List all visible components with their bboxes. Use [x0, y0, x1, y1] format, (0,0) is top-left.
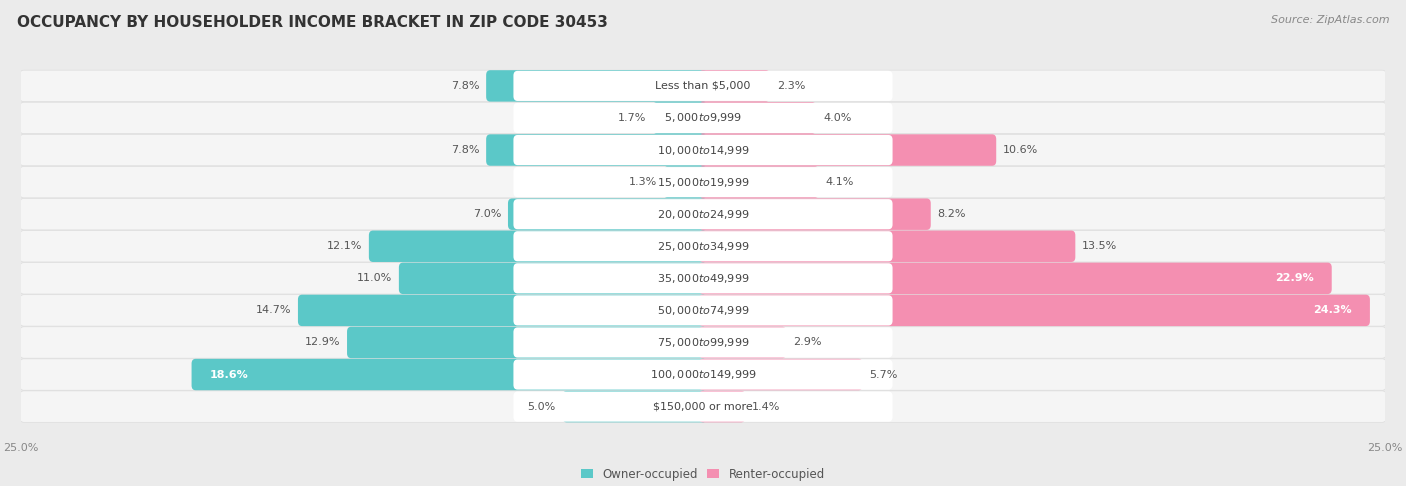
- FancyBboxPatch shape: [20, 102, 1386, 134]
- Text: 2.3%: 2.3%: [776, 81, 806, 91]
- FancyBboxPatch shape: [699, 198, 931, 230]
- FancyBboxPatch shape: [20, 262, 1386, 294]
- Text: Less than $5,000: Less than $5,000: [655, 81, 751, 91]
- Text: 2.9%: 2.9%: [793, 337, 821, 347]
- FancyBboxPatch shape: [652, 102, 707, 134]
- FancyBboxPatch shape: [699, 134, 997, 166]
- FancyBboxPatch shape: [191, 359, 707, 390]
- FancyBboxPatch shape: [513, 328, 893, 358]
- FancyBboxPatch shape: [513, 360, 893, 390]
- Text: 7.8%: 7.8%: [451, 145, 479, 155]
- FancyBboxPatch shape: [20, 359, 1386, 390]
- FancyBboxPatch shape: [699, 359, 862, 390]
- Text: Source: ZipAtlas.com: Source: ZipAtlas.com: [1271, 15, 1389, 25]
- Text: $75,000 to $99,999: $75,000 to $99,999: [657, 336, 749, 349]
- FancyBboxPatch shape: [20, 166, 1386, 198]
- FancyBboxPatch shape: [20, 327, 1386, 358]
- Text: 1.3%: 1.3%: [628, 177, 657, 187]
- FancyBboxPatch shape: [699, 391, 745, 422]
- Text: $50,000 to $74,999: $50,000 to $74,999: [657, 304, 749, 317]
- Text: $10,000 to $14,999: $10,000 to $14,999: [657, 143, 749, 156]
- FancyBboxPatch shape: [347, 327, 707, 358]
- Text: 11.0%: 11.0%: [357, 273, 392, 283]
- FancyBboxPatch shape: [513, 392, 893, 422]
- Text: $25,000 to $34,999: $25,000 to $34,999: [657, 240, 749, 253]
- Text: 1.7%: 1.7%: [617, 113, 645, 123]
- FancyBboxPatch shape: [699, 102, 817, 134]
- FancyBboxPatch shape: [513, 231, 893, 261]
- FancyBboxPatch shape: [508, 198, 707, 230]
- Text: 14.7%: 14.7%: [256, 305, 291, 315]
- Text: $100,000 to $149,999: $100,000 to $149,999: [650, 368, 756, 381]
- Text: 5.7%: 5.7%: [869, 369, 898, 380]
- Text: 1.4%: 1.4%: [752, 401, 780, 412]
- Text: $15,000 to $19,999: $15,000 to $19,999: [657, 175, 749, 189]
- FancyBboxPatch shape: [486, 134, 707, 166]
- Text: 4.0%: 4.0%: [823, 113, 852, 123]
- FancyBboxPatch shape: [298, 295, 707, 326]
- Text: 7.8%: 7.8%: [451, 81, 479, 91]
- FancyBboxPatch shape: [664, 166, 707, 198]
- FancyBboxPatch shape: [513, 167, 893, 197]
- Text: $20,000 to $24,999: $20,000 to $24,999: [657, 208, 749, 221]
- FancyBboxPatch shape: [368, 230, 707, 262]
- Text: 10.6%: 10.6%: [1002, 145, 1038, 155]
- FancyBboxPatch shape: [513, 199, 893, 229]
- Text: 18.6%: 18.6%: [209, 369, 247, 380]
- Text: 13.5%: 13.5%: [1083, 241, 1118, 251]
- FancyBboxPatch shape: [513, 71, 893, 101]
- Text: 22.9%: 22.9%: [1275, 273, 1315, 283]
- FancyBboxPatch shape: [699, 295, 1369, 326]
- Text: 5.0%: 5.0%: [527, 401, 555, 412]
- Text: OCCUPANCY BY HOUSEHOLDER INCOME BRACKET IN ZIP CODE 30453: OCCUPANCY BY HOUSEHOLDER INCOME BRACKET …: [17, 15, 607, 30]
- FancyBboxPatch shape: [20, 198, 1386, 230]
- FancyBboxPatch shape: [699, 230, 1076, 262]
- Text: 24.3%: 24.3%: [1313, 305, 1353, 315]
- Legend: Owner-occupied, Renter-occupied: Owner-occupied, Renter-occupied: [581, 468, 825, 481]
- FancyBboxPatch shape: [699, 166, 818, 198]
- FancyBboxPatch shape: [562, 391, 707, 422]
- FancyBboxPatch shape: [699, 262, 1331, 294]
- FancyBboxPatch shape: [20, 391, 1386, 422]
- FancyBboxPatch shape: [20, 70, 1386, 102]
- FancyBboxPatch shape: [513, 263, 893, 294]
- FancyBboxPatch shape: [513, 295, 893, 326]
- Text: $35,000 to $49,999: $35,000 to $49,999: [657, 272, 749, 285]
- FancyBboxPatch shape: [513, 103, 893, 133]
- FancyBboxPatch shape: [399, 262, 707, 294]
- FancyBboxPatch shape: [20, 230, 1386, 262]
- Text: 8.2%: 8.2%: [938, 209, 966, 219]
- Text: 7.0%: 7.0%: [472, 209, 501, 219]
- Text: $150,000 or more: $150,000 or more: [654, 401, 752, 412]
- FancyBboxPatch shape: [699, 70, 770, 102]
- Text: 4.1%: 4.1%: [825, 177, 853, 187]
- FancyBboxPatch shape: [20, 295, 1386, 326]
- FancyBboxPatch shape: [20, 134, 1386, 166]
- FancyBboxPatch shape: [699, 327, 786, 358]
- Text: 12.1%: 12.1%: [326, 241, 363, 251]
- Text: $5,000 to $9,999: $5,000 to $9,999: [664, 111, 742, 124]
- FancyBboxPatch shape: [486, 70, 707, 102]
- Text: 12.9%: 12.9%: [305, 337, 340, 347]
- FancyBboxPatch shape: [513, 135, 893, 165]
